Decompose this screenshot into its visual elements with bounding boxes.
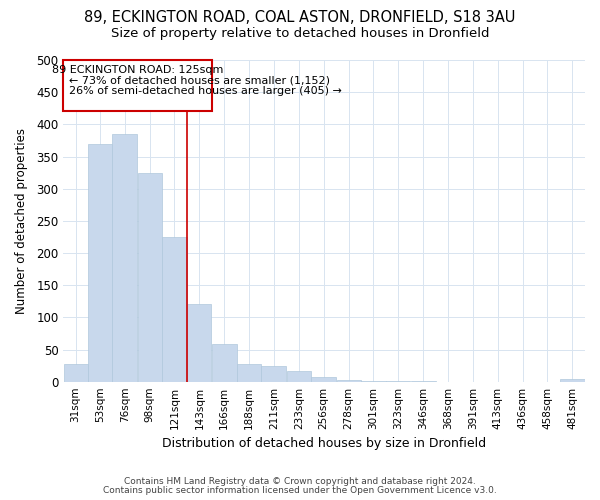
Y-axis label: Number of detached properties: Number of detached properties <box>15 128 28 314</box>
Bar <box>560 379 585 382</box>
Bar <box>311 377 336 382</box>
Bar <box>237 364 261 382</box>
Text: 26% of semi-detached houses are larger (405) →: 26% of semi-detached houses are larger (… <box>69 86 342 96</box>
Bar <box>162 237 187 382</box>
Text: 89 ECKINGTON ROAD: 125sqm: 89 ECKINGTON ROAD: 125sqm <box>52 65 223 75</box>
Text: Size of property relative to detached houses in Dronfield: Size of property relative to detached ho… <box>111 28 489 40</box>
Bar <box>337 380 361 382</box>
Bar <box>386 381 410 382</box>
Text: 89, ECKINGTON ROAD, COAL ASTON, DRONFIELD, S18 3AU: 89, ECKINGTON ROAD, COAL ASTON, DRONFIEL… <box>85 10 515 25</box>
Text: ← 73% of detached houses are smaller (1,152): ← 73% of detached houses are smaller (1,… <box>69 76 330 86</box>
Bar <box>64 364 88 382</box>
Bar <box>262 366 286 382</box>
Bar <box>287 370 311 382</box>
X-axis label: Distribution of detached houses by size in Dronfield: Distribution of detached houses by size … <box>162 437 486 450</box>
Text: Contains public sector information licensed under the Open Government Licence v3: Contains public sector information licen… <box>103 486 497 495</box>
Bar <box>212 344 237 382</box>
Bar <box>410 381 436 382</box>
Bar <box>137 172 161 382</box>
Bar <box>361 381 386 382</box>
Bar <box>112 134 137 382</box>
FancyBboxPatch shape <box>64 60 212 112</box>
Bar <box>187 304 211 382</box>
Bar <box>88 144 112 382</box>
Text: Contains HM Land Registry data © Crown copyright and database right 2024.: Contains HM Land Registry data © Crown c… <box>124 477 476 486</box>
